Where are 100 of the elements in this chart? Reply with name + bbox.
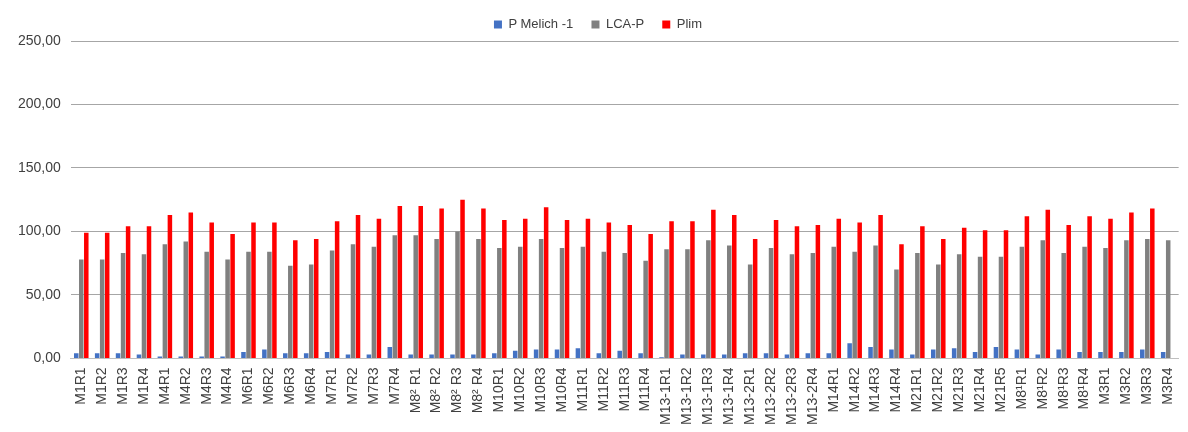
bar <box>1056 349 1061 358</box>
bar <box>622 253 627 358</box>
x-tick-label: M8² R4 <box>469 367 486 414</box>
x-tick-label: M11R1 <box>573 367 590 412</box>
bar <box>826 353 831 358</box>
x-tick-label: M13-2R1 <box>741 367 758 426</box>
bar <box>920 226 925 358</box>
x-tick-label: M1R1 <box>72 367 89 405</box>
bar <box>805 353 811 358</box>
bar <box>267 251 272 358</box>
bar <box>413 235 418 358</box>
bar <box>246 251 251 358</box>
bar <box>889 349 894 358</box>
x-tick-label: M21R5 <box>991 367 1008 413</box>
x-tick-label: M14R1 <box>824 367 841 413</box>
bar <box>324 352 330 358</box>
bar <box>84 232 89 358</box>
bar <box>1124 240 1129 358</box>
bar <box>873 245 878 358</box>
bar <box>387 346 393 358</box>
bar <box>915 253 920 358</box>
x-tick-label: M14R3 <box>866 367 883 413</box>
x-tick-label: M7R1 <box>322 367 339 405</box>
x-tick-label: M3R1 <box>1096 367 1113 405</box>
x-tick-label: M6R1 <box>239 367 256 405</box>
bar <box>868 346 873 358</box>
x-tick-label: M8² R2 <box>427 367 444 414</box>
x-tick-label: M11R4 <box>636 367 653 412</box>
bar <box>303 353 309 358</box>
bar <box>1098 352 1103 358</box>
bar <box>648 233 653 358</box>
y-tick-label: 100,00 <box>17 222 62 239</box>
bar <box>450 354 455 358</box>
bar <box>460 199 465 358</box>
bar <box>701 354 706 358</box>
bar <box>726 245 732 358</box>
bar <box>847 343 852 358</box>
bar <box>951 348 957 358</box>
bar <box>283 353 288 358</box>
x-tick-label: M4R4 <box>218 367 235 405</box>
legend-label: P Melich -1 <box>508 16 574 32</box>
bar <box>664 249 669 358</box>
x-tick-label: M6R4 <box>302 367 319 405</box>
bar <box>690 221 695 358</box>
y-tick-label: 0,00 <box>33 349 62 366</box>
x-tick-label: M10R2 <box>511 367 528 413</box>
bar <box>497 247 502 358</box>
bar <box>763 353 769 358</box>
x-tick-label: M21R4 <box>970 367 987 413</box>
bar <box>617 350 622 358</box>
x-tick-label: M10R3 <box>531 367 548 413</box>
x-tick-label: M6R3 <box>281 367 298 405</box>
bar <box>852 251 857 358</box>
y-tick-label: 50,00 <box>25 285 62 302</box>
x-tick-label: M21R3 <box>950 367 967 413</box>
x-tick-label: M1R4 <box>134 367 151 405</box>
bar <box>471 354 476 358</box>
x-tick-label: M14R2 <box>845 367 862 413</box>
bar <box>481 208 486 358</box>
x-tick-label: M21R1 <box>908 367 925 413</box>
bar <box>1066 225 1071 358</box>
y-tick-label: 250,00 <box>17 31 62 48</box>
x-tick-label: M13-2R4 <box>803 367 820 426</box>
bar <box>476 239 481 358</box>
bar <box>857 222 862 358</box>
x-tick-label: M8¹R2 <box>1033 367 1050 410</box>
x-tick-label: M13-2R3 <box>782 367 799 426</box>
bar <box>878 214 883 358</box>
bar <box>262 349 267 358</box>
bar <box>894 269 899 358</box>
bar <box>627 225 633 358</box>
bar <box>1160 352 1166 358</box>
x-tick-label: M3R3 <box>1138 367 1155 405</box>
bar <box>209 222 214 358</box>
bar <box>439 208 444 358</box>
bar <box>910 354 915 358</box>
bar <box>732 214 737 358</box>
x-tick-label: M13-1R1 <box>657 367 674 426</box>
x-tick-label: M8¹R4 <box>1075 367 1092 410</box>
bar <box>225 259 230 358</box>
bar <box>502 220 507 358</box>
bar <box>742 353 748 358</box>
x-tick-label: M7R2 <box>343 367 360 405</box>
bar <box>408 354 413 358</box>
bar <box>115 353 121 358</box>
bar <box>669 221 674 358</box>
bar <box>638 353 643 358</box>
x-tick-label: M8² R1 <box>406 367 423 414</box>
bar <box>418 206 423 358</box>
x-tick-label: M4R3 <box>197 367 214 405</box>
x-tick-label: M8² R3 <box>448 367 465 414</box>
y-tick-label: 150,00 <box>17 158 62 175</box>
bar <box>251 222 256 358</box>
bar <box>1140 349 1145 358</box>
x-tick-label: M21R2 <box>929 367 946 413</box>
bar <box>204 251 209 358</box>
bar <box>931 349 936 358</box>
bar <box>429 354 434 358</box>
bar <box>94 353 100 358</box>
bar <box>936 264 941 358</box>
